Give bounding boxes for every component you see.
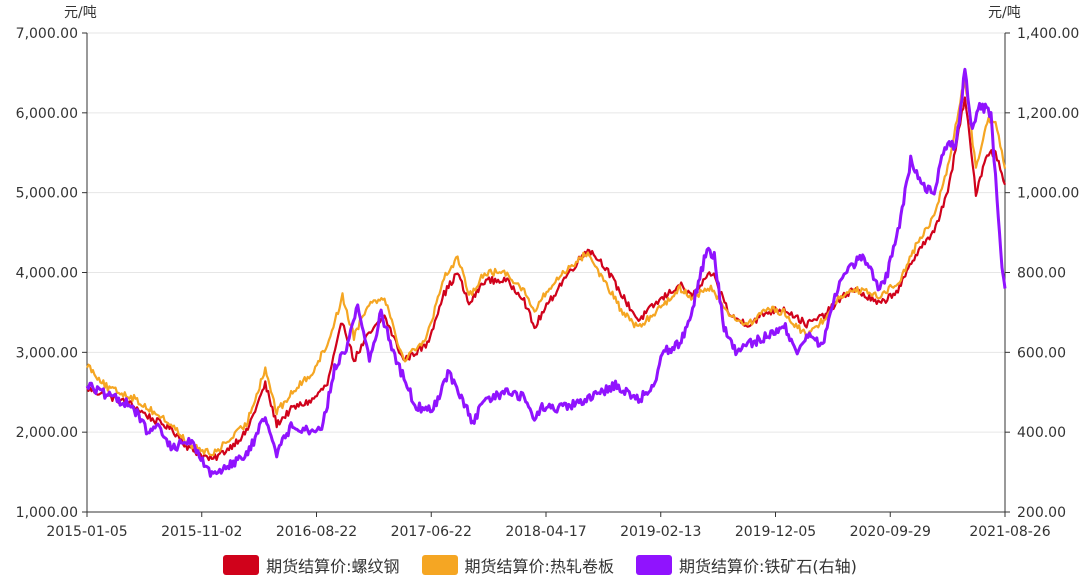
series-lines xyxy=(85,67,1007,478)
x-tick-label: 2021-08-26 xyxy=(969,524,1050,540)
x-tick-label: 2016-08-22 xyxy=(276,524,357,540)
x-tick-label: 2015-01-05 xyxy=(46,524,127,540)
x-tick-label: 2017-06-22 xyxy=(391,524,472,540)
left-tick-label: 3,000.00 xyxy=(16,345,78,361)
x-tick-label: 2019-02-13 xyxy=(620,524,701,540)
x-tick-label: 2020-09-29 xyxy=(850,524,931,540)
right-tick-label: 1,400.00 xyxy=(1017,26,1079,42)
legend-swatch-rebar xyxy=(223,555,260,575)
x-tick-label: 2019-12-05 xyxy=(735,524,816,540)
legend: 期货结算价:螺纹钢 期货结算价:热轧卷板 期货结算价:铁矿石(右轴) xyxy=(0,548,1080,582)
legend-label-hot-rolled-coil: 期货结算价:热轧卷板 xyxy=(464,557,614,576)
legend-item-hot-rolled-coil[interactable]: 期货结算价:热轧卷板 xyxy=(421,553,614,577)
right-tick-label: 400.00 xyxy=(1017,425,1066,441)
legend-label-rebar: 期货结算价:螺纹钢 xyxy=(266,557,400,576)
right-tick-label: 1,000.00 xyxy=(1017,186,1079,202)
left-tick-label: 6,000.00 xyxy=(16,106,78,122)
left-tick-label: 5,000.00 xyxy=(16,186,78,202)
right-tick-label: 1,200.00 xyxy=(1017,106,1079,122)
legend-item-rebar[interactable]: 期货结算价:螺纹钢 xyxy=(223,553,400,577)
left-tick-label: 7,000.00 xyxy=(16,26,78,42)
right-axis-unit: 元/吨 xyxy=(988,5,1021,21)
axes: 1,000.00 200.00 2,000.00 400.00 3,000.00 600.… xyxy=(16,26,1080,540)
right-tick-label: 800.00 xyxy=(1017,266,1066,282)
legend-item-iron-ore[interactable]: 期货结算价:铁矿石(右轴) xyxy=(635,553,857,577)
left-tick-label: 2,000.00 xyxy=(16,425,78,441)
right-tick-label: 600.00 xyxy=(1017,345,1066,361)
left-tick-label: 4,000.00 xyxy=(16,266,78,282)
series-line-rebar xyxy=(85,96,1007,462)
legend-label-iron-ore: 期货结算价:铁矿石(右轴) xyxy=(678,557,857,576)
grid-lines xyxy=(87,32,1005,513)
series-line-iron-ore xyxy=(85,67,1007,478)
left-axis-unit: 元/吨 xyxy=(64,5,97,21)
legend-swatch-iron-ore xyxy=(635,555,672,575)
series-line-hot-rolled-coil xyxy=(86,77,1007,457)
x-tick-label: 2015-11-02 xyxy=(161,524,242,540)
x-tick-label: 2018-04-17 xyxy=(505,524,586,540)
legend-swatch-hot-rolled-coil xyxy=(421,555,458,575)
chart-svg: 1,000.00 200.00 2,000.00 400.00 3,000.00 600.… xyxy=(16,5,1080,540)
left-tick-label: 1,000.00 xyxy=(16,505,78,521)
right-tick-label: 200.00 xyxy=(1017,505,1066,521)
